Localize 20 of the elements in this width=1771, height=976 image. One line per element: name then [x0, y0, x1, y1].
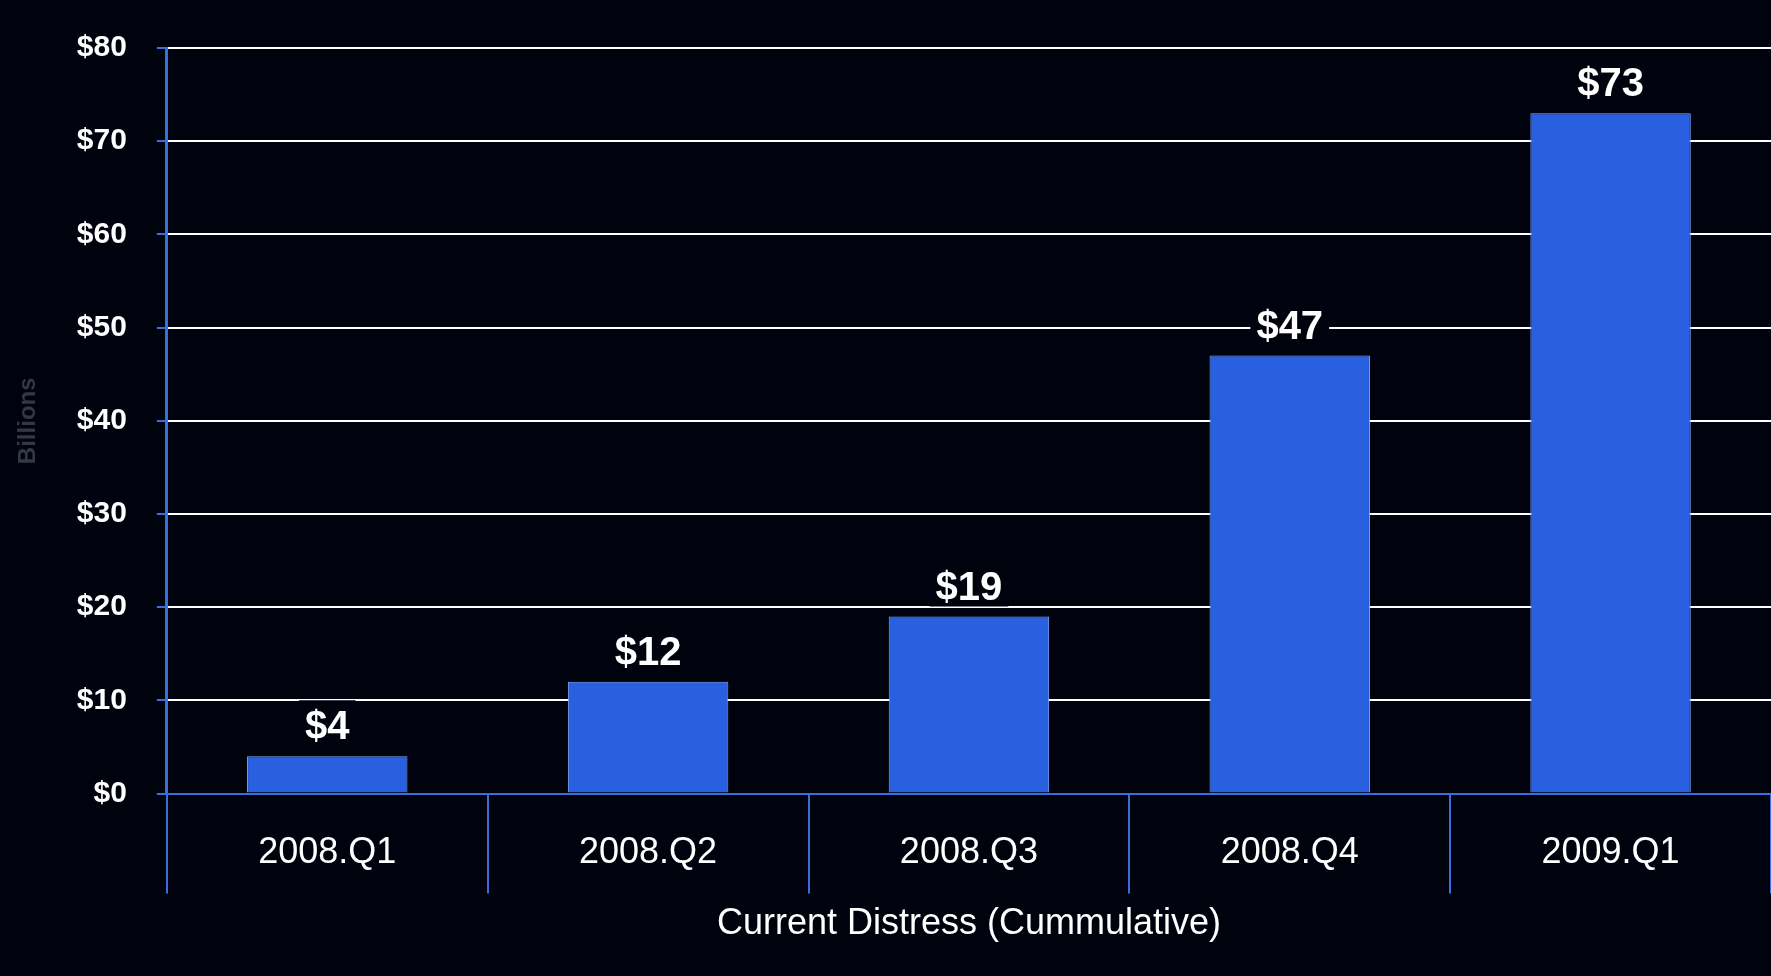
x-tick-label: 2008.Q2: [579, 830, 718, 872]
y-tick-label: $60: [76, 215, 127, 249]
y-tick-label: $40: [76, 402, 127, 436]
data-label: $19: [935, 563, 1003, 608]
x-tick-label: 2008.Q4: [1220, 830, 1359, 872]
x-tick-label: 2008.Q3: [899, 830, 1038, 872]
y-tick-label: $20: [76, 588, 127, 622]
data-label: $73: [1577, 60, 1644, 105]
y-tick-label: $80: [76, 29, 127, 63]
data-label: $47: [1256, 302, 1324, 347]
x-axis-title: Current Distress (Cummulative): [716, 901, 1221, 943]
y-tick-label: $50: [76, 308, 127, 342]
y-tick-label: $70: [76, 122, 127, 156]
data-label: $12: [614, 628, 682, 673]
x-tick-label: 2009.Q1: [1541, 830, 1680, 872]
y-tick-label: $30: [76, 495, 127, 529]
y-tick-label: $0: [93, 774, 127, 808]
data-label: $4: [305, 703, 351, 748]
x-tick-label: 2008.Q1: [258, 830, 397, 872]
y-tick-label: $10: [76, 681, 127, 715]
